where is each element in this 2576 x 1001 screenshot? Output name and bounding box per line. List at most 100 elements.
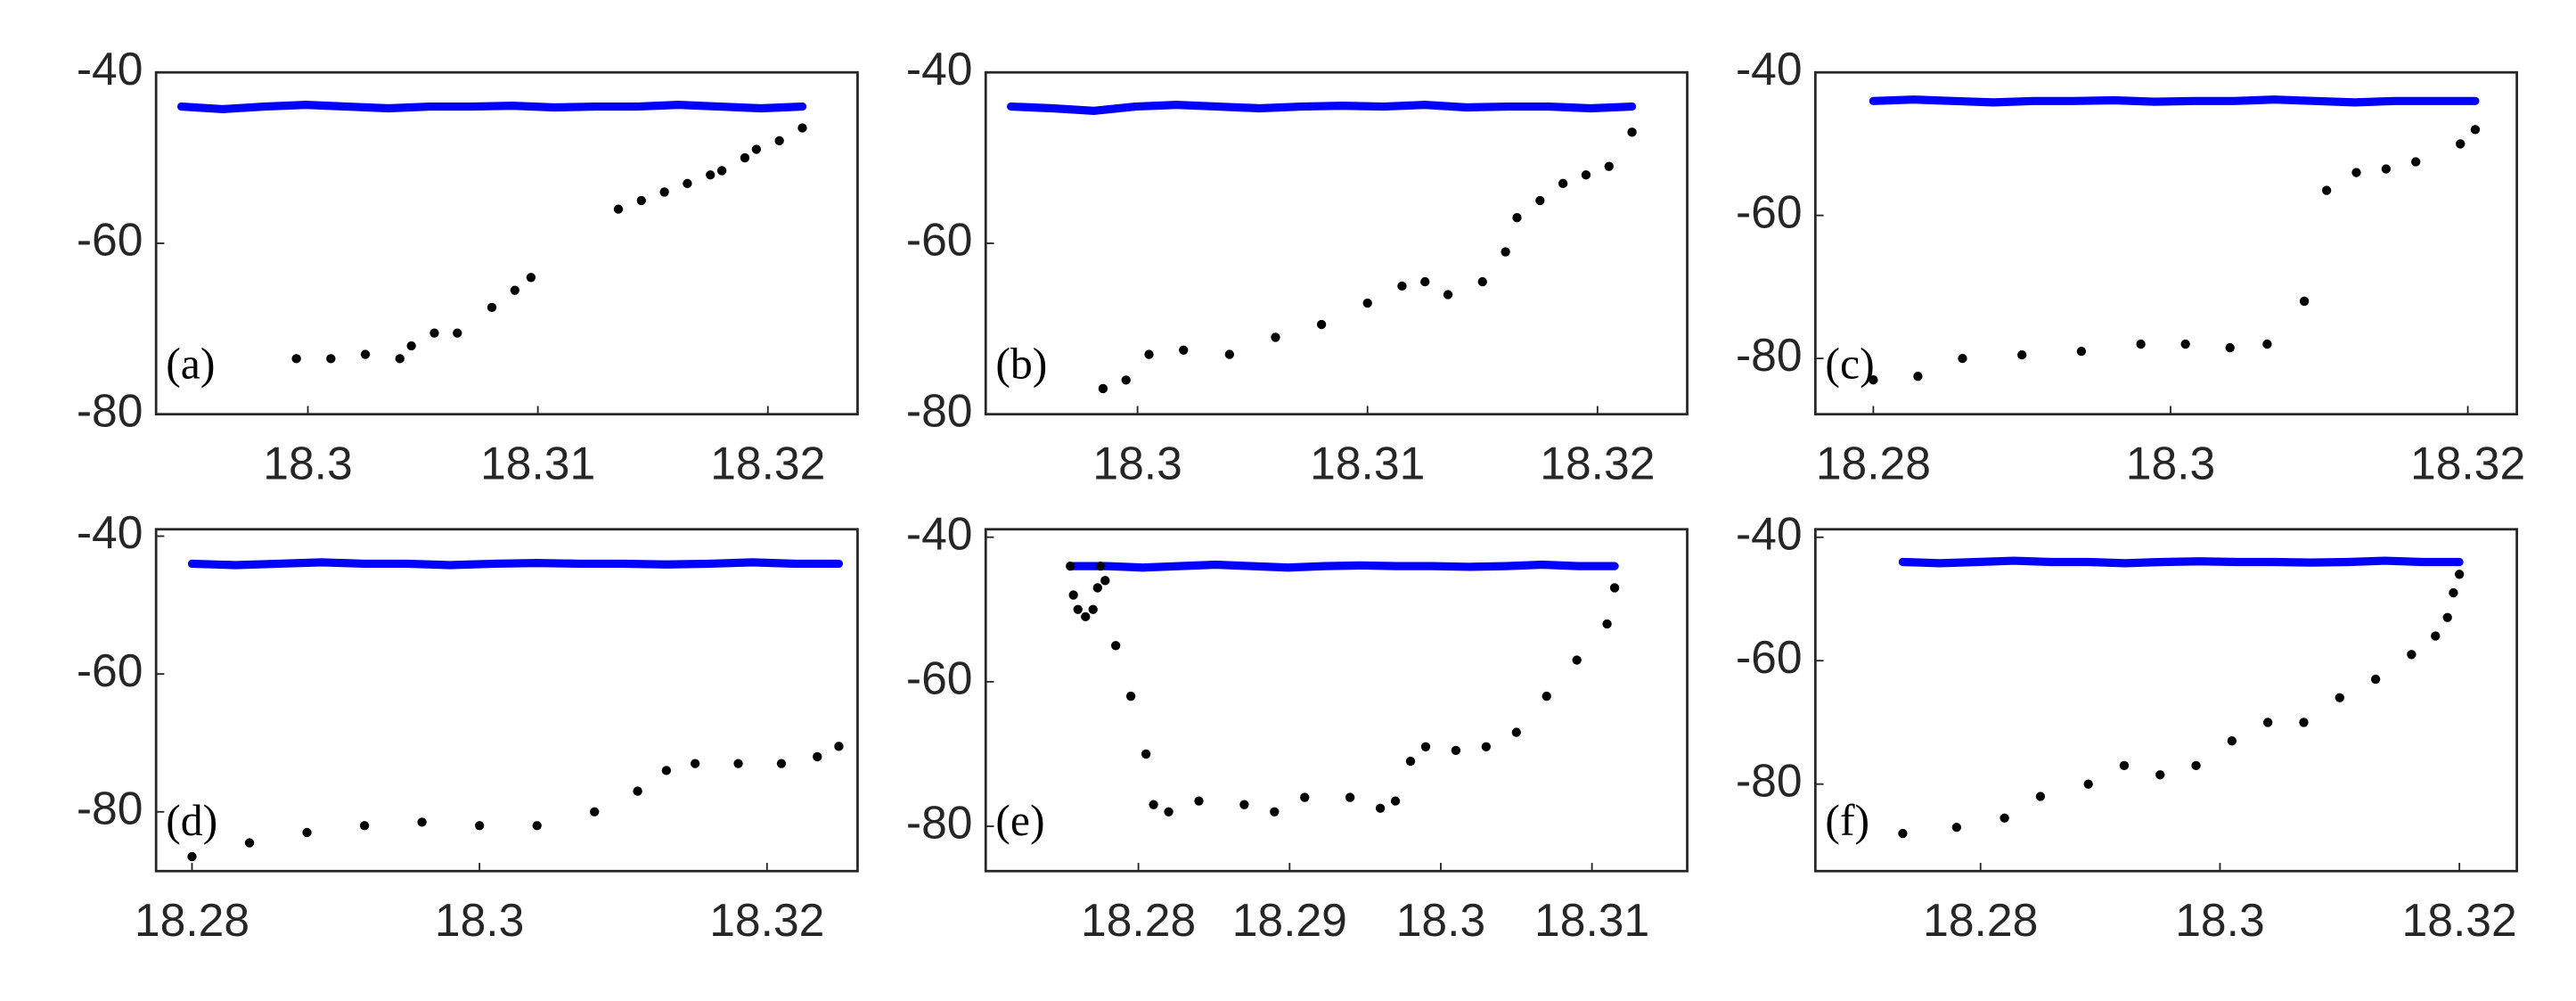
point [690, 759, 700, 768]
point [1088, 604, 1098, 614]
point [834, 742, 844, 751]
point [291, 354, 301, 364]
point [1420, 276, 1430, 287]
panel-label: (f) [1825, 796, 1869, 845]
point [2083, 779, 2093, 789]
point [1300, 792, 1310, 802]
x-tick-label: 18.28 [1816, 437, 1931, 488]
point [2180, 339, 2190, 349]
subplot: -40 -60 -80 18.28 18.3 18.32 (f) [1736, 507, 2519, 946]
point [2370, 674, 2381, 685]
axes-frame [154, 528, 859, 873]
point [1512, 213, 1522, 223]
y-tick-label: -40 [77, 43, 143, 94]
panel-label: (e) [995, 796, 1044, 845]
point [406, 341, 416, 351]
x-tick-label: 18.3 [1092, 437, 1182, 488]
point [1999, 813, 2009, 823]
point [2155, 770, 2165, 780]
point [716, 166, 727, 176]
point [187, 851, 197, 862]
series-band [1007, 101, 1637, 115]
point [2262, 339, 2272, 349]
y-tick-label: -40 [1736, 43, 1803, 94]
x-tick-label: 18.3 [263, 437, 352, 488]
x-tick-label: 18.32 [710, 437, 825, 488]
point [2351, 168, 2361, 177]
x-tick-label: 18.32 [709, 894, 824, 946]
point [1345, 792, 1355, 802]
point [2299, 296, 2310, 307]
point [2411, 157, 2421, 167]
point [417, 817, 427, 827]
point [1125, 691, 1136, 702]
y-tick-label: -40 [906, 507, 973, 559]
subplot: -40 -60 -80 18.28 18.29 18.3 18.31 (e) [906, 507, 1689, 946]
point [636, 195, 646, 206]
panel-label: (c) [1825, 340, 1874, 389]
point [2321, 185, 2332, 195]
point [1194, 796, 1204, 806]
point [2407, 650, 2417, 660]
point [429, 328, 439, 338]
x-tick-label: 18.31 [1534, 894, 1649, 946]
point [1397, 281, 1407, 291]
point [774, 135, 784, 146]
point [2470, 125, 2481, 135]
axes-frame [154, 70, 859, 416]
point [1609, 583, 1620, 593]
subplot: -40 -60 -80 18.28 18.3 18.32 (d) [77, 506, 859, 946]
point [1141, 749, 1151, 759]
panel-label: (d) [166, 796, 217, 845]
x-tick-label: 18.3 [1396, 894, 1485, 946]
y-tick-label: -40 [77, 506, 143, 558]
y-tick-label: -60 [77, 214, 143, 266]
point [1073, 604, 1083, 614]
point [1316, 319, 1327, 330]
point [1511, 727, 1521, 737]
y-tick-label: -40 [906, 43, 973, 94]
point [2136, 339, 2146, 349]
y-tick-label: -80 [1736, 754, 1803, 806]
point [1111, 641, 1121, 651]
point [1081, 611, 1091, 622]
point [740, 152, 750, 163]
point [1572, 655, 1582, 665]
point [359, 821, 370, 831]
point [1627, 127, 1637, 137]
point [1271, 332, 1280, 342]
point [661, 766, 672, 775]
x-tick-label: 18.28 [1923, 894, 2038, 946]
point [1224, 349, 1235, 359]
y-tick-label: -60 [906, 214, 973, 266]
point [1602, 619, 1612, 629]
point [1066, 561, 1075, 571]
point [2035, 792, 2046, 801]
point [532, 821, 542, 831]
panel-label: (a) [166, 340, 215, 389]
point [1405, 756, 1416, 767]
point [2456, 139, 2466, 149]
y-tick-label: -80 [77, 782, 143, 833]
point [590, 807, 600, 816]
point [1068, 590, 1078, 600]
point [776, 759, 787, 768]
x-tick-label: 18.3 [435, 894, 524, 946]
point [683, 178, 692, 189]
point [487, 302, 497, 313]
point [1100, 576, 1110, 586]
series-band [176, 101, 807, 114]
y-tick-label: -60 [77, 644, 143, 696]
axes-frame [1813, 528, 2519, 873]
point [395, 354, 405, 364]
point [1121, 375, 1131, 385]
point [1481, 742, 1492, 751]
point [1179, 345, 1189, 355]
point [1581, 170, 1591, 180]
point [2119, 760, 2130, 771]
point [633, 786, 642, 796]
axes-frame [984, 70, 1689, 416]
x-tick-label: 18.32 [1540, 437, 1655, 488]
point [733, 759, 743, 768]
